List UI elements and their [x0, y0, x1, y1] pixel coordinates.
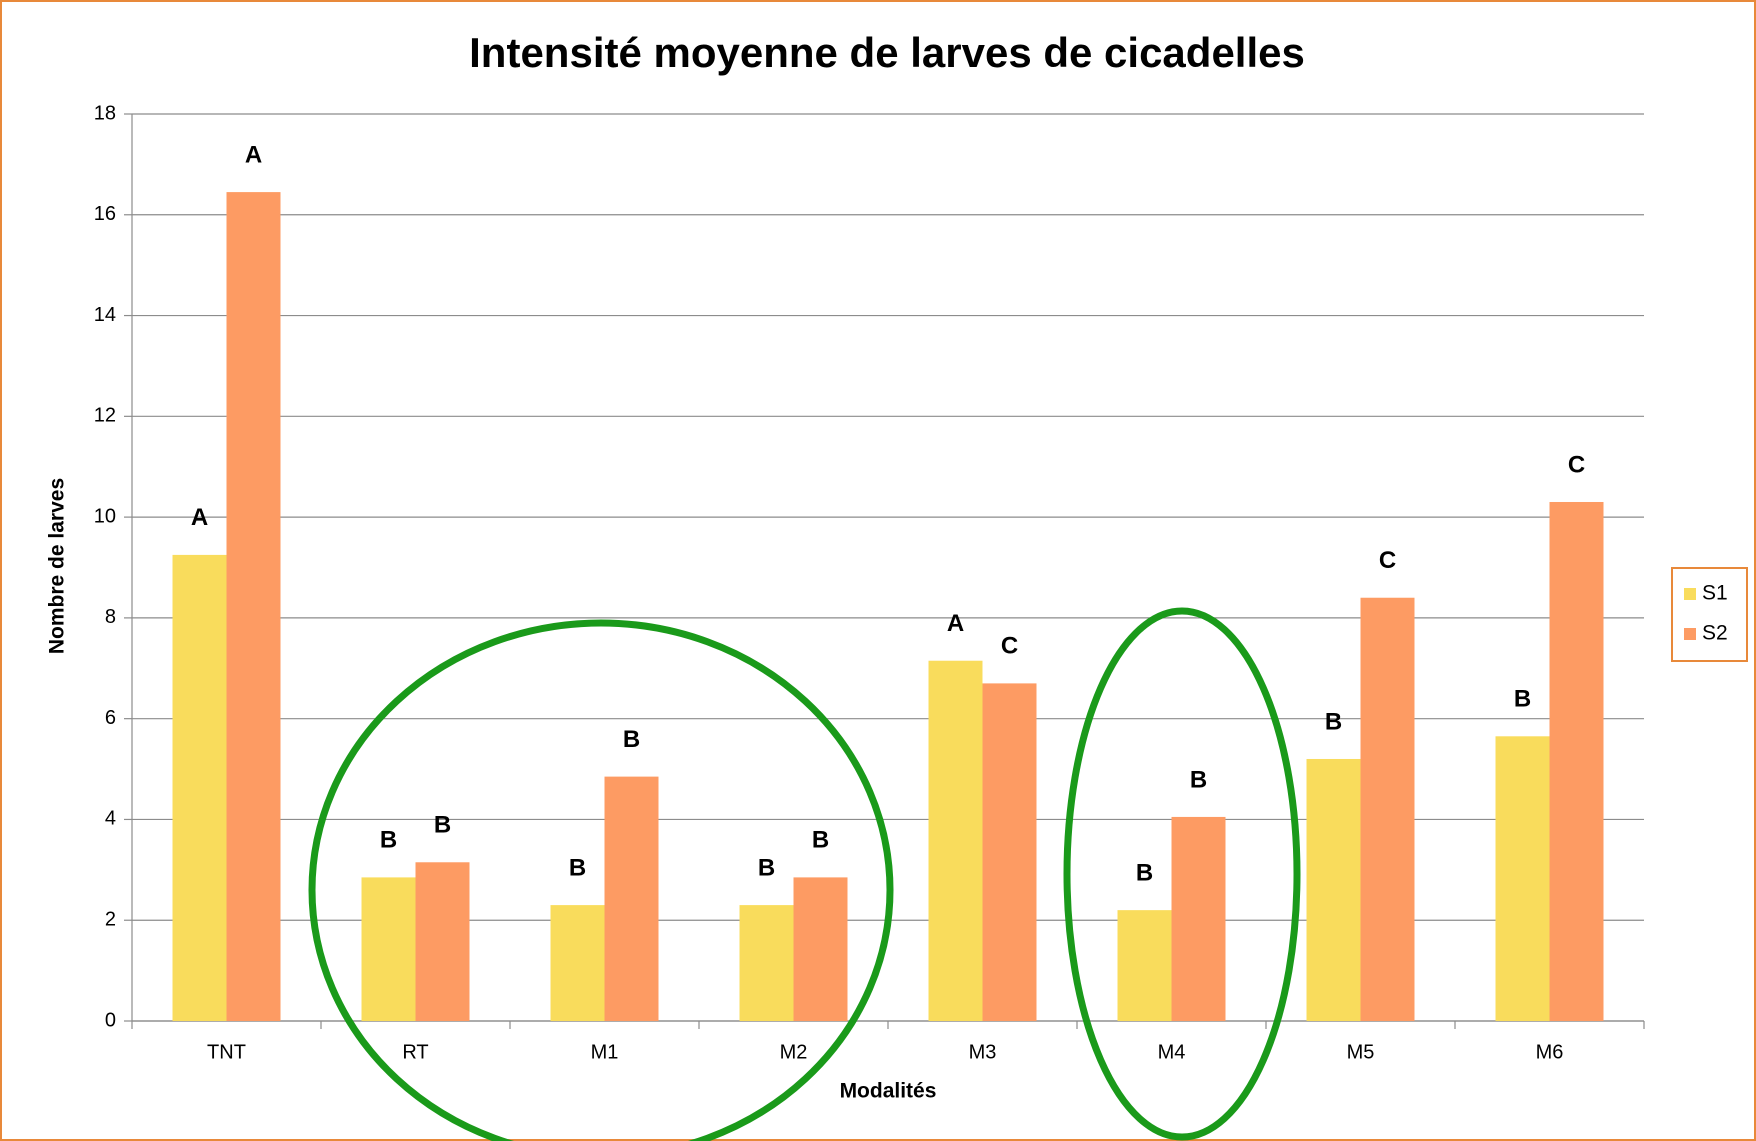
bar-annotation: B [812, 827, 829, 854]
bar-annotation: B [623, 726, 640, 753]
bar [1117, 910, 1172, 1021]
legend-swatch [1684, 628, 1696, 640]
bar-annotation: B [1190, 766, 1207, 793]
bar [982, 683, 1037, 1021]
bar-annotation: B [1325, 708, 1342, 735]
bar-annotation: C [1001, 633, 1018, 660]
bar [1171, 816, 1226, 1021]
bar [739, 905, 794, 1021]
bar-annotation: B [380, 827, 397, 854]
x-tick-label: M5 [1347, 1041, 1375, 1063]
bar [361, 877, 416, 1021]
x-tick-label: TNT [207, 1041, 246, 1063]
bar-annotation: B [1136, 859, 1153, 886]
highlight-ellipse [1063, 607, 1301, 1141]
legend-label: S2 [1702, 622, 1728, 645]
bar [604, 776, 659, 1021]
x-tick-label: RT [402, 1041, 428, 1063]
bar [1495, 736, 1550, 1021]
x-tick-label: M2 [780, 1041, 808, 1063]
x-tick-label: M1 [591, 1041, 619, 1063]
bar [172, 554, 227, 1021]
bar [415, 862, 470, 1021]
x-tick-label: M6 [1536, 1041, 1564, 1063]
bar [1360, 597, 1415, 1021]
bar-annotation: A [191, 504, 208, 531]
chart-title: Intensité moyenne de larves de cicadelle… [469, 29, 1305, 76]
y-tick-label: 0 [105, 1009, 116, 1031]
y-tick-label: 18 [94, 102, 116, 124]
bar-annotation: B [1514, 686, 1531, 713]
x-tick-label: M4 [1158, 1041, 1186, 1063]
y-tick-label: 16 [94, 203, 116, 225]
y-tick-label: 6 [105, 707, 116, 729]
plot: 0 2 4 6 8 10 12 14 16 18 TNT A A RT B B M1 B B M2 B B M3 A C M4 B B… [94, 102, 1645, 1063]
y-axis-label: Nombre de larves [46, 478, 69, 654]
highlight-ellipse [308, 619, 894, 1141]
bar [1549, 501, 1604, 1021]
x-tick-label: M3 [969, 1041, 997, 1063]
legend-box [1671, 567, 1748, 662]
legend-label: S1 [1702, 582, 1728, 605]
bar [550, 905, 605, 1021]
x-axis-label: Modalités [840, 1080, 937, 1103]
bar [1306, 758, 1361, 1021]
bar-annotation: B [758, 854, 775, 881]
y-tick-label: 12 [94, 405, 116, 427]
bar [226, 192, 281, 1021]
y-tick-label: 2 [105, 909, 116, 931]
bar [928, 660, 983, 1021]
y-tick-label: 14 [94, 304, 116, 326]
bar-annotation: B [569, 854, 586, 881]
y-tick-label: 4 [105, 808, 116, 830]
bar-annotation: A [245, 141, 262, 168]
bar-annotation: C [1379, 547, 1396, 574]
bar-annotation: A [947, 610, 964, 637]
y-tick-label: 8 [105, 606, 116, 628]
bar-annotation: B [434, 812, 451, 839]
y-tick-label: 10 [94, 505, 116, 527]
bar-annotation: C [1568, 451, 1585, 478]
legend-swatch [1684, 588, 1696, 600]
bar [793, 877, 848, 1021]
